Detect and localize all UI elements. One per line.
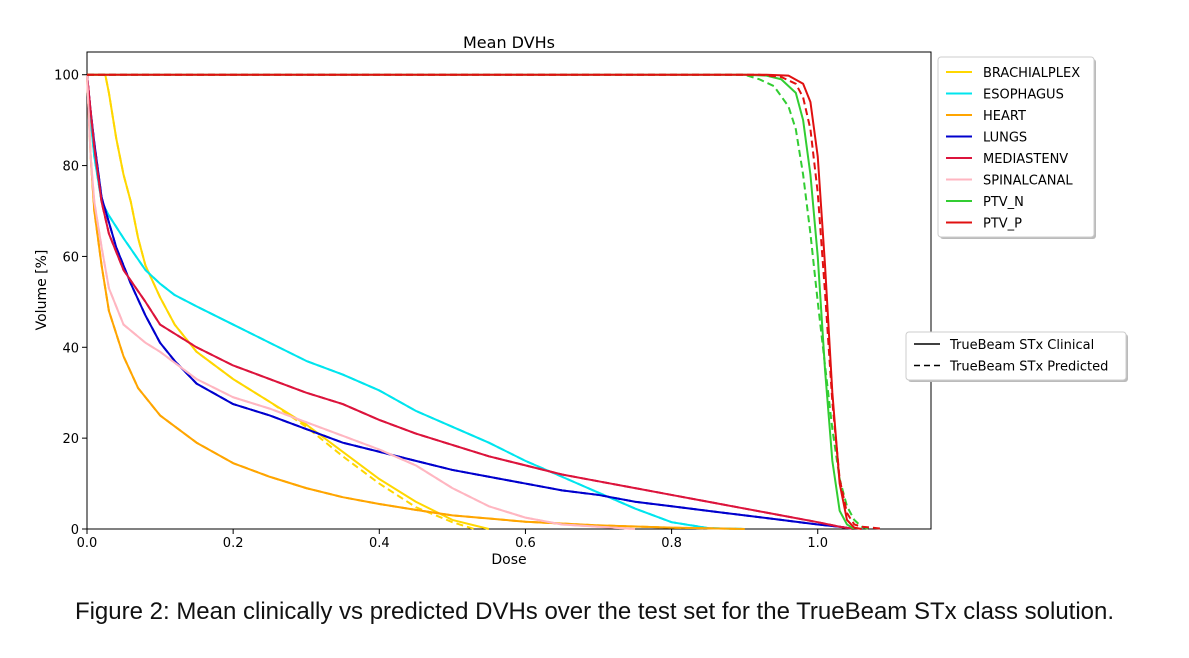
series-layer: [86, 73, 884, 530]
series-line-heart-predicted: [86, 74, 745, 530]
series-line-brachialplex-clinical: [87, 73, 490, 530]
series-line-ptv-n-predicted: [87, 73, 870, 530]
legend-label: MEDIASTENV: [983, 152, 1068, 167]
legend-label: PTV_P: [983, 217, 1022, 232]
series-line-lungs-predicted: [86, 74, 855, 530]
figure-caption: Figure 2: Mean clinically vs predicted D…: [74, 598, 1115, 625]
y-axis-label: Volume [%]: [34, 250, 50, 331]
series-line-ptv-p-clinical: [87, 73, 862, 530]
legend-label: ESOPHAGUS: [983, 88, 1064, 103]
x-axis-label: Dose: [491, 552, 526, 568]
series-line-ptv-p-predicted: [87, 73, 884, 530]
series-line-ptv-n-clinical: [87, 73, 855, 530]
dvh-chart: Mean DVHs 0.0 0.2 0.4 0.6 0.8 1.0 0 20 40 60 80 10…: [34, 33, 1128, 568]
series-legend: BRACHIALPLEX ESOPHAGUS HEART LUNGS MEDIASTEN…: [937, 56, 1096, 239]
chart-title: Mean DVHs: [463, 33, 555, 52]
y-tick-label: 20: [62, 432, 79, 447]
series-line-spinalcanal-predicted: [86, 74, 636, 530]
style-legend-box: [905, 331, 1127, 381]
x-tick-label: 0.0: [77, 536, 98, 551]
x-axis: 0.0 0.2 0.4 0.6 0.8 1.0: [77, 529, 828, 551]
y-tick-label: 80: [62, 160, 79, 175]
x-tick-label: 0.8: [661, 536, 682, 551]
x-tick-label: 0.2: [223, 536, 244, 551]
legend-box: [937, 56, 1095, 238]
y-tick-label: 100: [54, 69, 79, 84]
legend-label: BRACHIALPLEX: [983, 66, 1080, 81]
legend-label: SPINALCANAL: [983, 174, 1073, 189]
y-tick-label: 60: [62, 250, 79, 265]
series-line-mediastenv-clinical: [86, 74, 855, 530]
style-legend-label: TrueBeam STx Predicted: [949, 360, 1108, 375]
legend-label: LUNGS: [983, 131, 1027, 146]
plot-frame: [86, 51, 932, 530]
x-tick-label: 0.6: [515, 536, 536, 551]
y-axis: 0 20 40 60 80 100: [54, 69, 87, 538]
series-line-mediastenv-predicted: [86, 74, 855, 530]
y-tick-label: 40: [62, 341, 79, 356]
series-line-spinalcanal-clinical: [86, 74, 636, 530]
x-tick-label: 1.0: [807, 536, 828, 551]
style-legend-label: TrueBeam STx Clinical: [949, 338, 1094, 353]
legend-label: HEART: [983, 109, 1026, 124]
series-line-brachialplex-predicted: [87, 73, 475, 530]
series-line-esophagus-predicted: [86, 74, 745, 530]
y-tick-label: 0: [71, 523, 79, 538]
style-legend: TrueBeam STx Clinical TrueBeam STx Predic…: [905, 331, 1128, 382]
x-tick-label: 0.4: [369, 536, 390, 551]
legend-label: PTV_N: [983, 195, 1024, 210]
plot-area: [86, 51, 932, 530]
series-line-lungs-clinical: [86, 74, 855, 530]
